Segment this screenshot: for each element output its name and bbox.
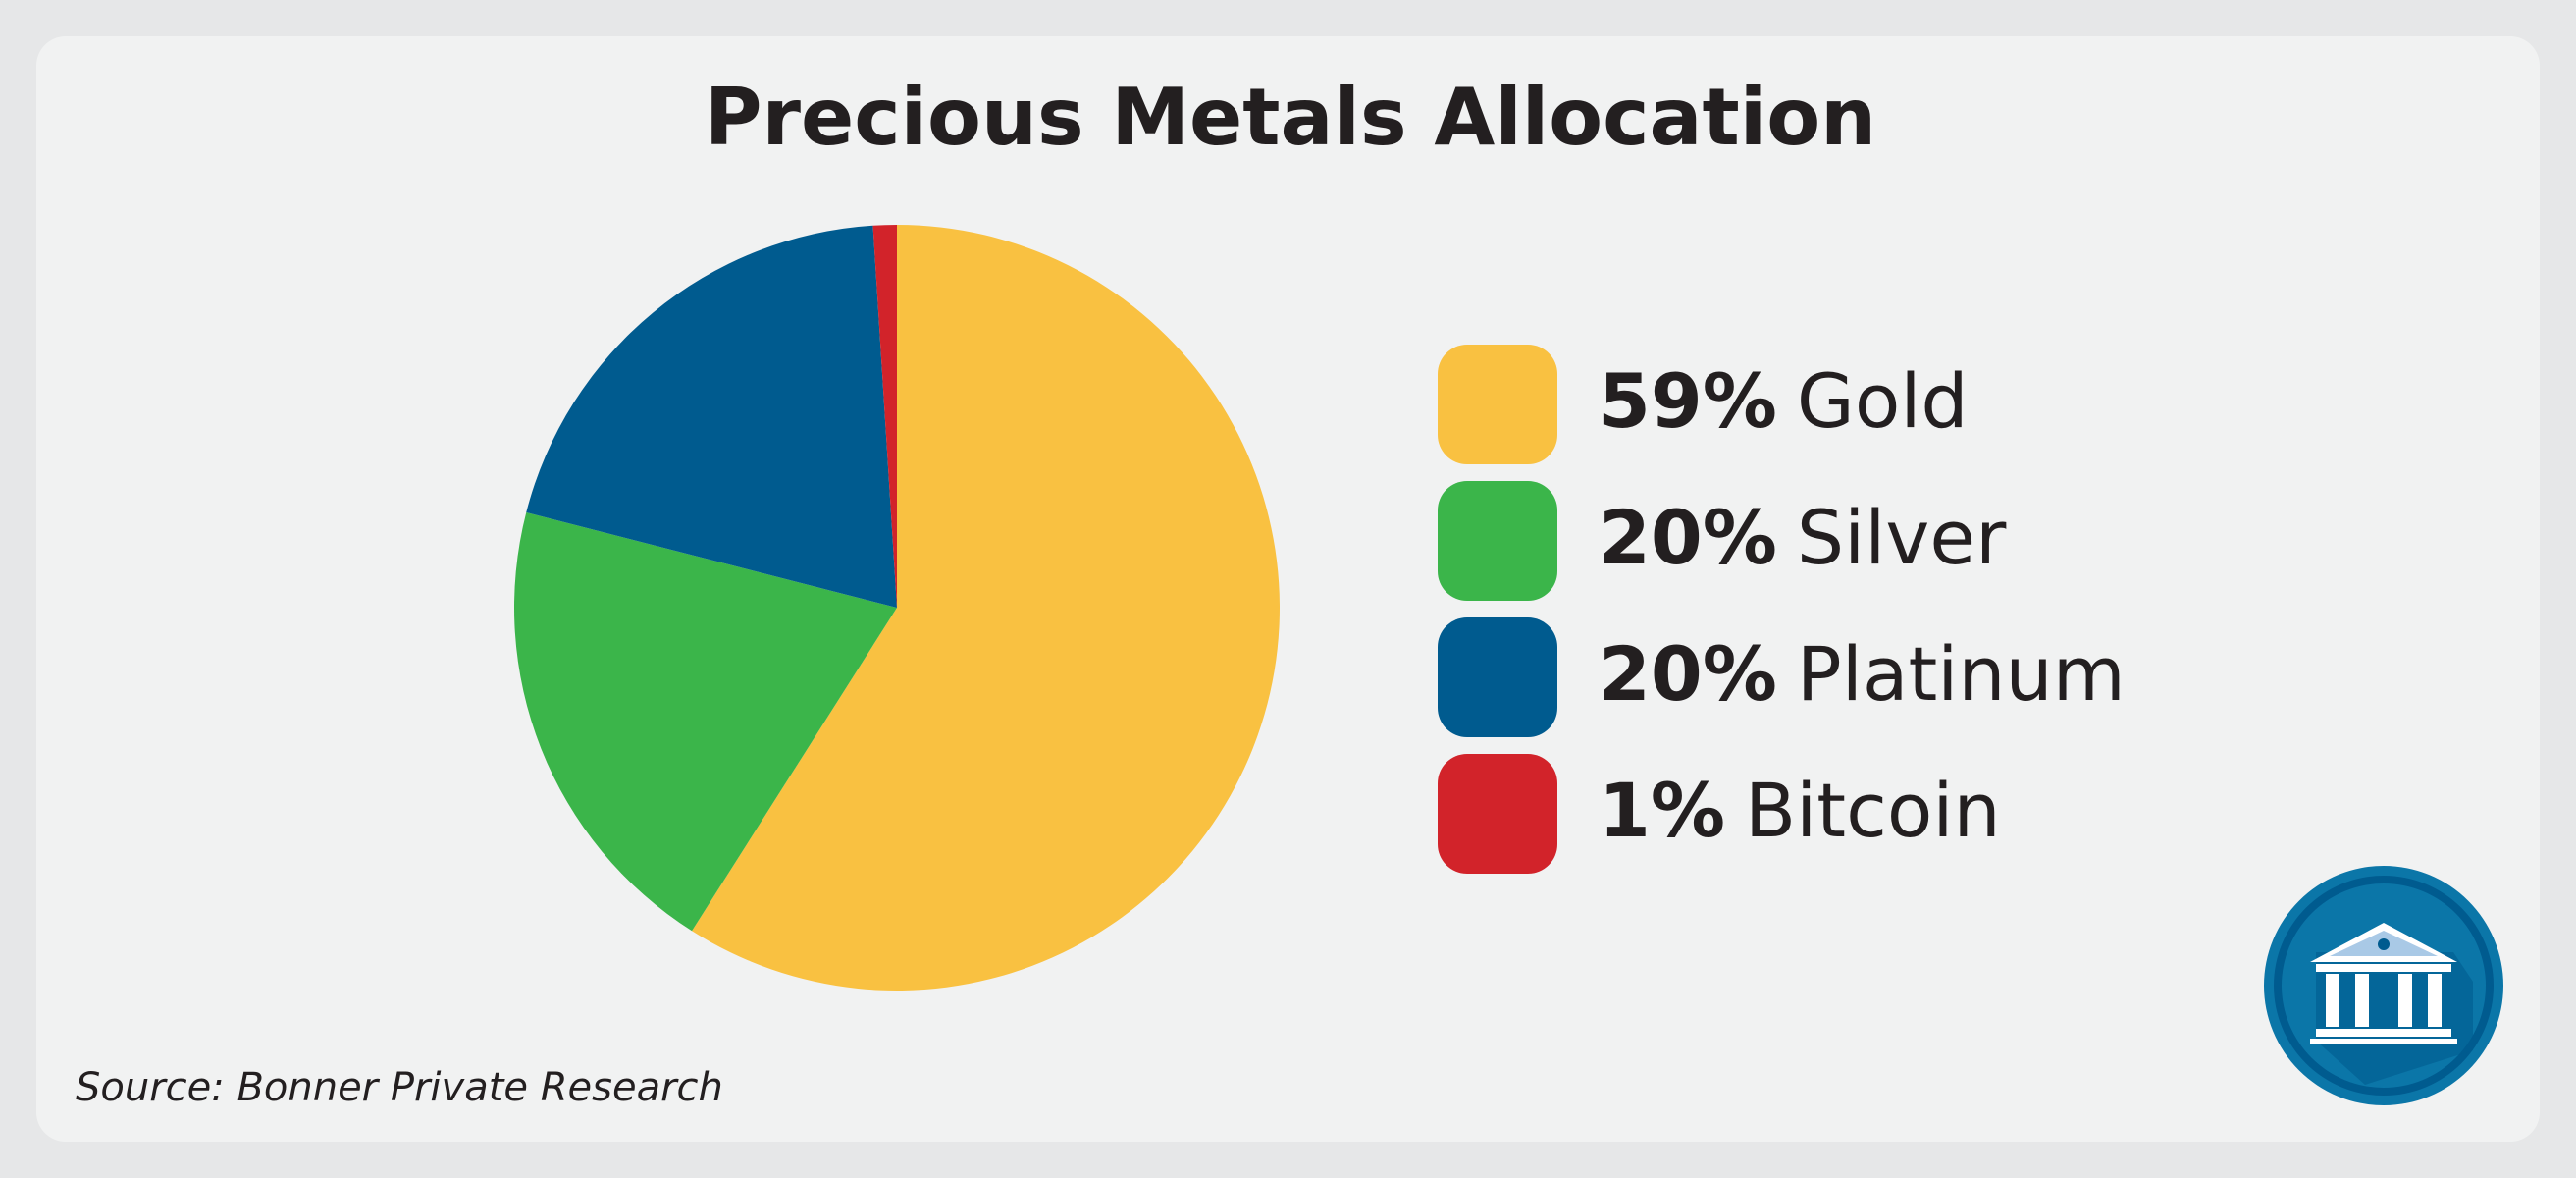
legend-label: Platinum xyxy=(1797,630,2126,718)
icon-step xyxy=(2310,1039,2457,1044)
source-note: Source: Bonner Private Research xyxy=(76,1065,723,1110)
legend-value: 20% xyxy=(1599,630,1777,718)
pie-slice xyxy=(526,225,897,608)
icon-base xyxy=(2316,1029,2451,1037)
legend-value: 1% xyxy=(1599,767,1725,854)
panel xyxy=(36,36,2540,1142)
legend-label: Gold xyxy=(1797,357,1969,445)
legend-entry: 20% Platinum xyxy=(1599,630,2126,718)
legend-label: Silver xyxy=(1797,494,2007,581)
pie-slice xyxy=(872,225,897,608)
legend-entry: 59% Gold xyxy=(1599,357,1969,445)
legend-swatch xyxy=(1438,754,1557,874)
icon-column xyxy=(2326,974,2339,1027)
legend-value: 59% xyxy=(1599,357,1777,445)
legend-swatch xyxy=(1438,345,1557,464)
pie-slice xyxy=(514,512,897,932)
icon-column xyxy=(2355,974,2369,1027)
icon-column xyxy=(2428,974,2442,1027)
bank-icon xyxy=(2264,866,2503,1105)
chart-title: Precious Metals Allocation xyxy=(705,72,1876,163)
legend-label: Bitcoin xyxy=(1745,767,2001,854)
pie-slice xyxy=(692,225,1280,991)
legend-entry: 1% Bitcoin xyxy=(1599,767,2001,854)
icon-beam xyxy=(2316,964,2451,972)
icon-dot xyxy=(2378,938,2390,950)
icon-column xyxy=(2398,974,2412,1027)
legend-swatch xyxy=(1438,481,1557,601)
legend-entry: 20% Silver xyxy=(1599,494,2007,581)
legend-value: 20% xyxy=(1599,494,1777,581)
legend-swatch xyxy=(1438,617,1557,737)
